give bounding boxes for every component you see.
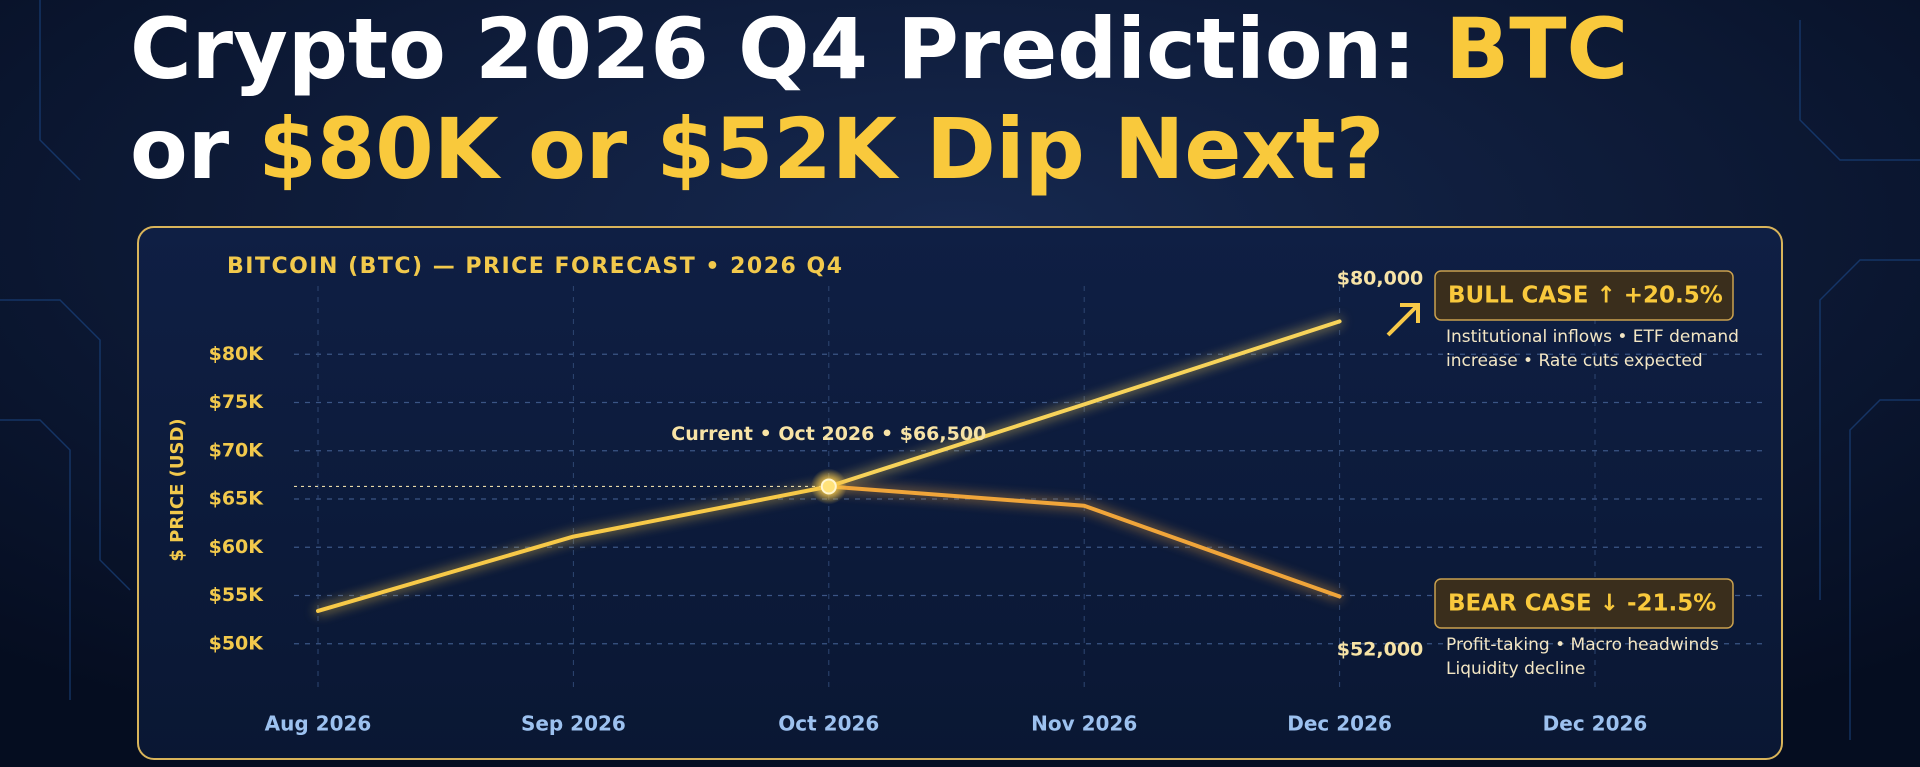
bull-note: increase • Rate cuts expected xyxy=(1446,351,1703,371)
headline-line: Crypto 2026 Q4 Prediction: BTC xyxy=(130,0,1628,98)
bear-note: Liquidity decline xyxy=(1446,659,1585,679)
bull-arrow-icon xyxy=(1386,303,1420,337)
bull-box-label: BULL CASE ↑ +20.5% xyxy=(1448,283,1723,309)
bull-target: $80,000 xyxy=(1337,268,1424,290)
y-tick-label: $50K xyxy=(209,632,265,654)
bear-target: $52,000 xyxy=(1337,639,1424,661)
bull-box xyxy=(1434,270,1734,321)
chart-title: BITCOIN (BTC) — PRICE FORECAST • 2026 Q4 xyxy=(227,254,844,279)
series-line xyxy=(826,319,1342,489)
headline-segment: $80K or $52K Dip Next? xyxy=(258,100,1384,198)
headline-line: or $80K or $52K Dip Next? xyxy=(130,100,1384,198)
y-tick-label: $80K xyxy=(209,343,265,365)
x-tick-label: Aug 2026 xyxy=(265,712,372,736)
y-tick-label: $60K xyxy=(209,536,265,558)
x-tick-label: Oct 2026 xyxy=(778,712,879,736)
headline-segment: or xyxy=(130,100,258,198)
x-tick-label: Dec 2026 xyxy=(1543,712,1648,736)
headline-segment: Crypto 2026 Q4 Prediction: xyxy=(130,0,1445,98)
y-axis-label: $ PRICE (USD) xyxy=(167,418,188,561)
current-label: Current • Oct 2026 • $66,500 xyxy=(671,423,986,445)
series-line xyxy=(316,484,831,613)
series-line xyxy=(826,484,1342,599)
y-tick-label: $55K xyxy=(209,584,265,606)
current-point xyxy=(820,478,837,495)
y-tick-label: $70K xyxy=(209,439,265,461)
chart-panel xyxy=(137,226,1783,760)
x-tick-label: Nov 2026 xyxy=(1031,712,1137,736)
circuit-decor xyxy=(0,0,1920,740)
bull-note: Institutional inflows • ETF demand xyxy=(1446,327,1739,347)
x-tick-label: Dec 2026 xyxy=(1287,712,1392,736)
headline-segment: BTC xyxy=(1445,0,1628,98)
y-tick-label: $75K xyxy=(209,391,265,413)
bear-box xyxy=(1434,578,1734,629)
y-tick-label: $65K xyxy=(209,488,265,510)
bear-note: Profit-taking • Macro headwinds xyxy=(1446,635,1719,655)
bear-box-label: BEAR CASE ↓ -21.5% xyxy=(1448,591,1716,617)
x-tick-label: Sep 2026 xyxy=(521,712,626,736)
